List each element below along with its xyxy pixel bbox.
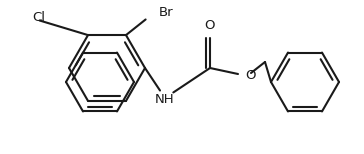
Text: Br: Br (159, 6, 174, 18)
Text: O: O (205, 19, 215, 32)
Text: O: O (245, 69, 256, 81)
Text: NH: NH (155, 93, 175, 105)
Text: Cl: Cl (32, 10, 45, 24)
